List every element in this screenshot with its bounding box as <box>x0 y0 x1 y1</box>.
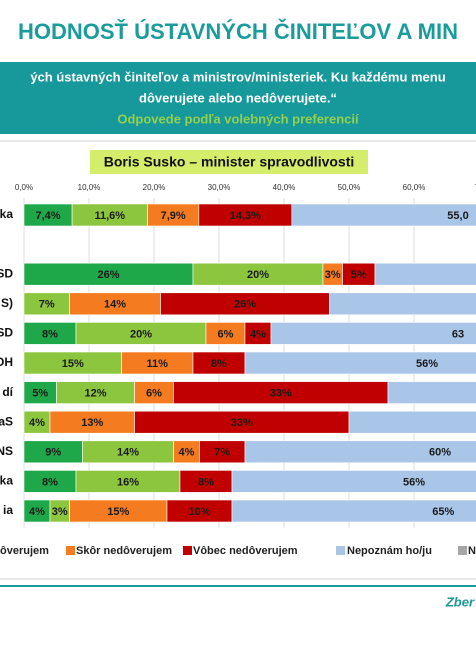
data-label: 33% <box>231 417 253 429</box>
data-label: 8% <box>198 476 214 488</box>
legend-swatch <box>183 546 192 555</box>
source: Zber <box>445 594 475 609</box>
y-tick-label: OH <box>0 355 13 369</box>
y-tick-label: S) <box>1 296 13 310</box>
data-label: 7,9% <box>161 210 186 222</box>
legend-label: Skôr nedôverujem <box>76 545 172 557</box>
bar-segment <box>231 470 476 493</box>
x-tick-label: 30,0% <box>208 183 231 192</box>
data-label: 9% <box>45 447 61 459</box>
chart-title: Boris Susko – minister spravodlivosti <box>104 154 355 170</box>
legend-label: N <box>468 545 476 557</box>
y-tick-label: ka <box>0 207 13 221</box>
x-tick-label: 60,0% <box>403 183 426 192</box>
data-label: 7,4% <box>36 210 61 222</box>
y-tick-label: aS <box>0 414 13 428</box>
data-label: 56% <box>403 476 425 488</box>
data-label: 63 <box>452 328 464 340</box>
question-box <box>0 62 476 134</box>
data-label: 56% <box>416 358 438 370</box>
bar-segment <box>231 499 476 523</box>
data-label: 4% <box>29 506 45 518</box>
bar-segment <box>348 410 476 434</box>
data-label: 5% <box>32 388 48 400</box>
data-label: 14% <box>117 447 139 459</box>
data-label: 3% <box>52 506 68 518</box>
x-tick-label: 10,0% <box>78 183 101 192</box>
data-label: 16% <box>117 476 139 488</box>
y-tick-label: ka <box>0 474 13 488</box>
data-label: 6% <box>146 388 162 400</box>
data-label: 4% <box>250 328 266 340</box>
data-label: 11,6% <box>95 210 126 222</box>
data-label: 55,0 <box>447 210 468 222</box>
bar-segment <box>244 440 476 464</box>
y-tick-label: SD <box>0 326 13 340</box>
bar-segment <box>270 322 476 345</box>
data-label: 26% <box>234 299 256 311</box>
data-label: 20% <box>130 328 152 340</box>
legend-label: Vôbec nedôverujem <box>193 545 298 557</box>
data-label: 3% <box>325 269 341 281</box>
data-label: 20% <box>247 269 269 281</box>
bar-segment <box>374 262 476 286</box>
y-tick-label: NS <box>0 444 13 458</box>
data-label: 8% <box>211 358 227 370</box>
legend-label: Nepoznám ho/ju <box>347 545 432 557</box>
data-label: 7% <box>214 447 230 459</box>
slide-title: HODNOSŤ ÚSTAVNÝCH ČINITEĽOV A MIN <box>18 19 458 44</box>
legend-swatch <box>66 546 75 555</box>
data-label: 6% <box>218 328 234 340</box>
x-tick-label: 40,0% <box>273 183 296 192</box>
x-tick-label: 70 <box>475 183 476 192</box>
bar-segment <box>291 203 476 227</box>
x-tick-label: 50,0% <box>338 183 361 192</box>
data-label: 65% <box>432 506 454 518</box>
data-label: 15% <box>62 358 84 370</box>
legend-swatch <box>336 546 345 555</box>
data-label: 11% <box>147 358 169 370</box>
data-label: 26% <box>97 269 119 281</box>
data-label: 10% <box>188 506 210 518</box>
legend-label: ôverujem <box>0 545 49 557</box>
data-label: 8% <box>42 328 58 340</box>
x-tick-label: 20,0% <box>143 183 166 192</box>
y-tick-label: dí <box>2 385 13 399</box>
x-tick-label: 0,0% <box>15 183 33 192</box>
data-label: 4% <box>179 447 195 459</box>
data-label: 12% <box>84 388 106 400</box>
data-label: 15% <box>107 506 129 518</box>
legend-swatch <box>458 546 467 555</box>
y-tick-label: SD <box>0 266 13 280</box>
data-label: 33% <box>270 388 292 400</box>
chart-title-bg <box>90 150 368 174</box>
question-text: ých ústavných činiteľov a ministrov/mini… <box>30 69 445 84</box>
data-label: 4% <box>29 417 45 429</box>
question-text: dôverujete alebo nedôverujete.“ <box>139 90 337 105</box>
data-label: 7% <box>39 299 55 311</box>
data-label: 14% <box>104 299 126 311</box>
bar-segment <box>244 351 476 375</box>
bar-segment <box>329 292 476 316</box>
data-label: 60% <box>429 447 451 459</box>
data-label: 8% <box>42 476 58 488</box>
subtitle: Odpovede podľa volebných preferencií <box>117 111 359 126</box>
y-tick-label: ia <box>3 503 13 517</box>
data-label: 13% <box>81 417 103 429</box>
data-label: 14,3% <box>230 210 261 222</box>
bar-segment <box>387 381 476 404</box>
data-label: 5% <box>351 269 367 281</box>
